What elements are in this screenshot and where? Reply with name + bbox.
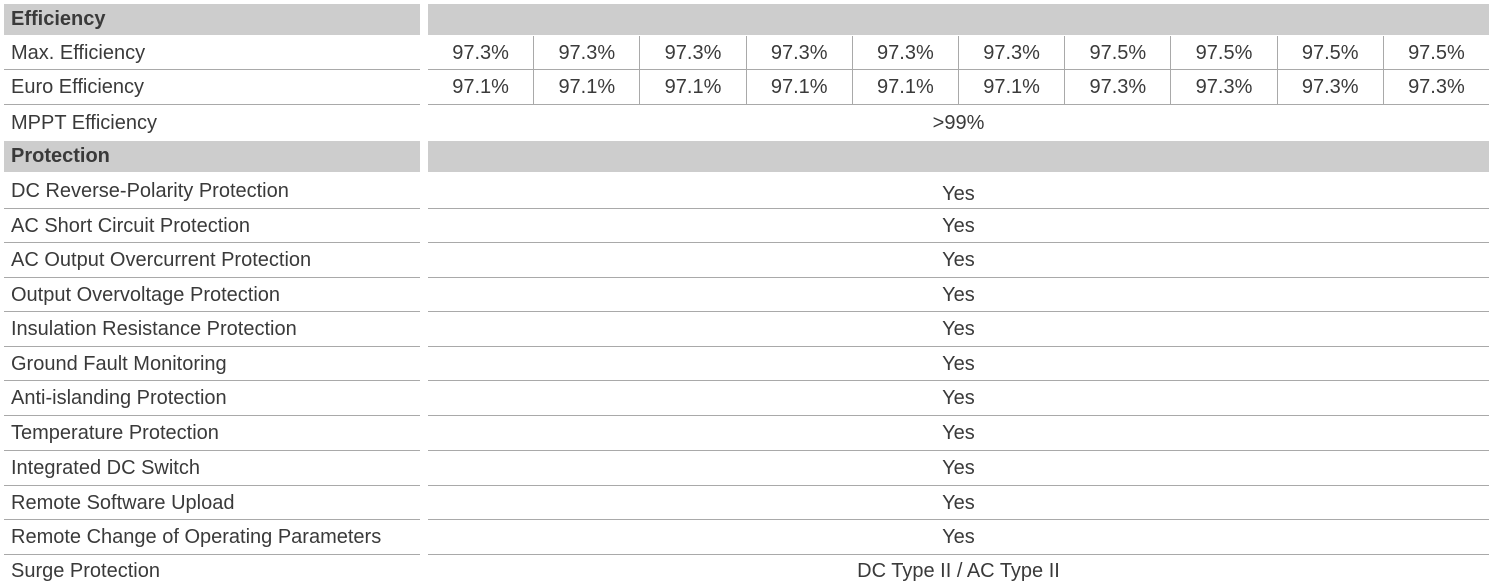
row-label: Remote Change of Operating Parameters	[11, 526, 382, 548]
value-cell: 97.1%	[745, 70, 852, 105]
row-label: MPPT Efficiency	[11, 111, 157, 134]
row-value: Yes	[942, 387, 975, 409]
row-divider	[428, 104, 1489, 105]
row-label: Output Overvoltage Protection	[11, 283, 281, 306]
row-value: DC Type II / AC Type II	[857, 560, 1060, 582]
row-divider	[428, 554, 1489, 555]
row-divider	[4, 277, 420, 278]
row-label: Temperature Protection	[11, 422, 219, 444]
table-row: Temperature Protection Yes	[0, 416, 1493, 451]
value-cell: 97.3%	[851, 36, 958, 70]
row-values: 97.1% 97.1% 97.1% 97.1% 97.1% 97.1% 97.3…	[428, 70, 1489, 105]
row-divider	[428, 311, 1489, 312]
section-header-fill	[428, 4, 1489, 35]
row-divider	[4, 104, 420, 105]
row-value: Yes	[942, 491, 975, 514]
row-divider	[4, 485, 420, 486]
table-row-euro-efficiency: Euro Efficiency 97.1% 97.1% 97.1% 97.1% …	[0, 70, 1493, 105]
row-divider	[4, 380, 420, 381]
row-label: DC Reverse-Polarity Protection	[11, 180, 289, 202]
table-row: Insulation Resistance Protection Yes	[0, 312, 1493, 347]
row-value: Yes	[942, 249, 975, 271]
table-row: Ground Fault Monitoring Yes	[0, 347, 1493, 381]
row-divider	[428, 277, 1489, 278]
value-cell: 97.1%	[851, 70, 958, 105]
section-header-efficiency: Efficiency	[0, 4, 1493, 35]
value-cell: 97.3%	[958, 36, 1064, 70]
value-cell: 97.3%	[452, 41, 509, 64]
table-row-mppt-efficiency: MPPT Efficiency >99%	[0, 106, 1493, 140]
value-cell: 97.5%	[1064, 36, 1170, 70]
row-value: Yes	[942, 318, 975, 340]
value-cell: 97.1%	[639, 70, 745, 105]
row-value: Yes	[942, 183, 975, 205]
row-label: Integrated DC Switch	[11, 457, 200, 479]
value-cell: 97.1%	[533, 70, 639, 105]
row-value: Yes	[942, 214, 975, 237]
value-cell: 97.5%	[1170, 36, 1276, 70]
row-label: AC Output Overcurrent Protection	[11, 249, 312, 271]
value-cell: 97.1%	[452, 76, 509, 98]
value-cell: 97.3%	[533, 36, 639, 70]
row-value: Yes	[942, 283, 975, 306]
row-value: Yes	[942, 422, 975, 444]
section-header-protection: Protection	[0, 141, 1493, 172]
row-label: Anti-islanding Protection	[11, 387, 227, 409]
table-row: Remote Software Upload Yes	[0, 486, 1493, 520]
row-value: Yes	[942, 457, 975, 479]
row-label: AC Short Circuit Protection	[11, 214, 250, 237]
table-row: Anti-islanding Protection Yes	[0, 381, 1493, 416]
section-header-fill	[428, 141, 1489, 172]
table-row: Integrated DC Switch Yes	[0, 451, 1493, 486]
row-divider	[428, 242, 1489, 243]
row-divider	[4, 554, 420, 555]
row-label: Ground Fault Monitoring	[11, 352, 227, 375]
row-label: Euro Efficiency	[11, 76, 145, 98]
value-cell: 97.1%	[958, 70, 1064, 105]
table-row: AC Output Overcurrent Protection Yes	[0, 243, 1493, 278]
row-divider	[428, 519, 1489, 520]
value-cell: 97.5%	[1276, 36, 1383, 70]
row-divider	[428, 208, 1489, 209]
row-value: Yes	[942, 526, 975, 548]
table-row: AC Short Circuit Protection Yes	[0, 209, 1493, 243]
section-title: Protection	[4, 141, 420, 172]
row-label: Insulation Resistance Protection	[11, 318, 297, 340]
row-values: 97.3% 97.3% 97.3% 97.3% 97.3% 97.3% 97.5…	[428, 36, 1489, 70]
table-row: Output Overvoltage Protection Yes	[0, 278, 1493, 312]
row-divider	[428, 485, 1489, 486]
row-divider	[4, 242, 420, 243]
table-row-max-efficiency: Max. Efficiency 97.3% 97.3% 97.3% 97.3% …	[0, 36, 1493, 70]
row-label: Surge Protection	[11, 560, 160, 582]
row-divider	[4, 346, 420, 347]
row-divider	[4, 519, 420, 520]
table-row: Surge Protection DC Type II / AC Type II	[0, 556, 1493, 587]
row-divider	[4, 208, 420, 209]
value-cell: 97.5%	[1382, 36, 1489, 70]
table-row: DC Reverse-Polarity Protection Yes	[0, 174, 1493, 209]
row-divider	[428, 380, 1489, 381]
value-cell: 97.3%	[745, 36, 852, 70]
row-divider	[428, 346, 1489, 347]
row-divider	[4, 415, 420, 416]
row-label: Max. Efficiency	[11, 41, 146, 64]
value-cell: 97.3%	[1170, 70, 1276, 105]
value-cell: 97.3%	[1064, 70, 1170, 105]
row-value: Yes	[942, 352, 975, 375]
table-row: Remote Change of Operating Parameters Ye…	[0, 520, 1493, 555]
row-divider	[4, 69, 420, 70]
row-label: Remote Software Upload	[11, 491, 235, 514]
value-cell: 97.3%	[1382, 70, 1489, 105]
row-divider	[4, 311, 420, 312]
row-divider	[428, 69, 1489, 70]
row-divider	[4, 450, 420, 451]
value-cell: 97.3%	[1276, 70, 1383, 105]
row-value: >99%	[932, 111, 985, 134]
section-title: Efficiency	[4, 4, 420, 35]
row-divider	[428, 450, 1489, 451]
value-cell: 97.3%	[639, 36, 745, 70]
row-divider	[428, 415, 1489, 416]
